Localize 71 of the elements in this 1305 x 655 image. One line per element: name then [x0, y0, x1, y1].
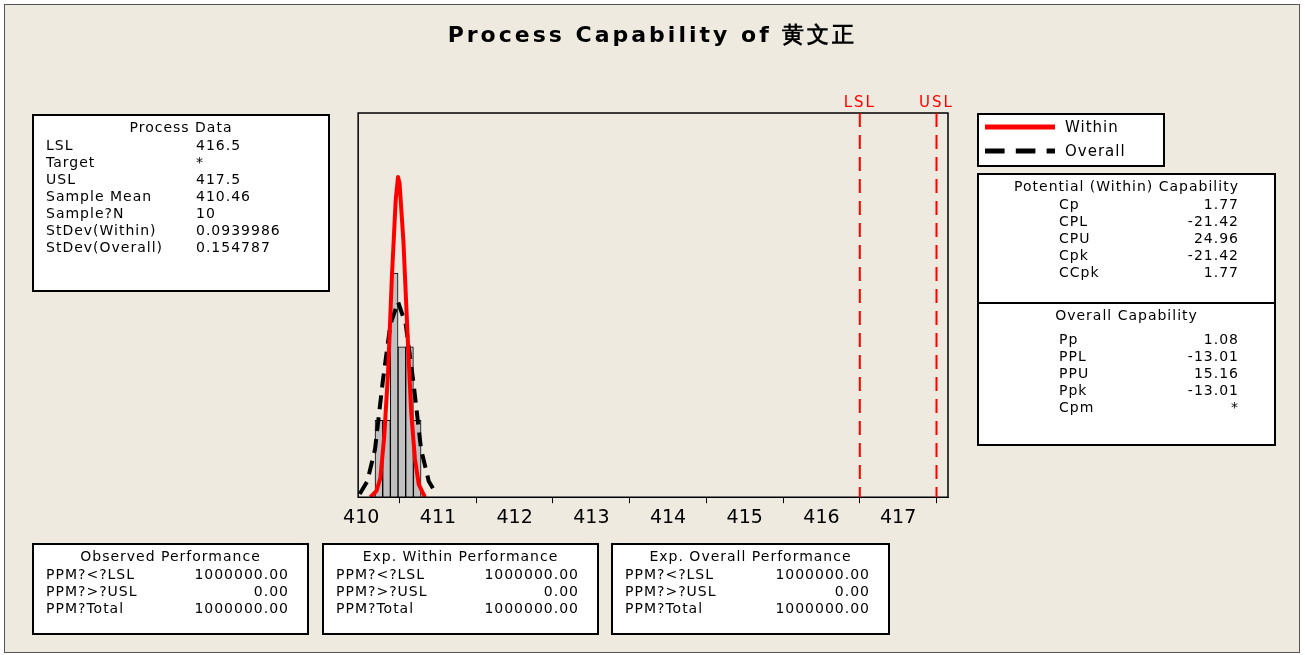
text: CPU [1059, 230, 1092, 246]
text: 1000000.00 [483, 566, 579, 582]
x-tick-label: 410 [343, 504, 380, 527]
text: -13.01 [1186, 382, 1239, 398]
text: CCpk [1059, 264, 1101, 280]
text: 1.77 [1202, 264, 1239, 280]
text: -21.42 [1186, 247, 1239, 263]
legend-label: Within [1065, 118, 1119, 136]
text: * [196, 154, 205, 170]
text: 1000000.00 [774, 600, 870, 616]
x-tick-label: 413 [573, 504, 610, 527]
ref-line-label: LSL [843, 93, 876, 112]
text: PPM?>?USL [46, 583, 139, 599]
text: 0.00 [542, 583, 579, 599]
text: Sample?N [46, 205, 126, 221]
text: PPM?<?LSL [46, 566, 137, 582]
chart-title: Process Capability of 黄文正 [446, 21, 859, 49]
text: PPM?Total [336, 600, 416, 616]
legend-label: Overall [1065, 142, 1126, 160]
text: PPM?>?USL [625, 583, 718, 599]
text: PPM?<?LSL [625, 566, 716, 582]
text: 417.5 [196, 171, 243, 187]
text: -13.01 [1186, 348, 1239, 364]
text: 0.0939986 [196, 222, 282, 238]
text: 15.16 [1192, 365, 1239, 381]
text: PPM?Total [46, 600, 126, 616]
text: 1.77 [1202, 196, 1239, 212]
text: 0.00 [833, 583, 870, 599]
ref-line-label: USL [919, 93, 954, 112]
x-tick-label: 415 [726, 504, 763, 527]
text: USL [46, 171, 77, 187]
text: PPM?>?USL [336, 583, 429, 599]
x-tick-label: 416 [803, 504, 840, 527]
text: Cpk [1059, 247, 1090, 263]
text: StDev(Overall) [46, 239, 164, 255]
text: PPU [1059, 365, 1091, 381]
x-tick-label: 411 [419, 504, 457, 527]
text: LSL [46, 137, 75, 153]
text: 416.5 [196, 137, 243, 153]
text: PPL [1059, 348, 1088, 364]
x-tick-label: 414 [649, 504, 687, 527]
text: Ppk [1059, 382, 1089, 398]
x-tick-label: 417 [880, 504, 917, 527]
text: Cp [1059, 196, 1081, 212]
text: 0.00 [252, 583, 289, 599]
text: 24.96 [1192, 230, 1239, 246]
text: Exp. Overall Performance [648, 548, 853, 564]
text: 410.46 [196, 188, 252, 204]
text: Potential (Within) Capability [1013, 178, 1240, 194]
text: -21.42 [1186, 213, 1239, 229]
text: 1000000.00 [774, 566, 870, 582]
text: 1000000.00 [193, 566, 289, 582]
text: StDev(Within) [46, 222, 158, 238]
text: Observed Performance [79, 548, 262, 564]
text: Exp. Within Performance [361, 548, 560, 564]
text: Cpm [1059, 399, 1096, 415]
text: Pp [1059, 331, 1080, 347]
text: 10 [196, 205, 217, 221]
text: 1.08 [1202, 331, 1239, 347]
text: CPL [1059, 213, 1090, 229]
text: PPM?<?LSL [336, 566, 427, 582]
text: Process Data [128, 119, 234, 135]
text: PPM?Total [625, 600, 705, 616]
x-tick-label: 412 [496, 504, 533, 527]
text: 1000000.00 [483, 600, 579, 616]
text: 1000000.00 [193, 600, 289, 616]
text: Target [46, 154, 97, 170]
text: Sample Mean [46, 188, 154, 204]
text: 0.154787 [196, 239, 272, 255]
text: * [1230, 399, 1239, 415]
text: Overall Capability [1054, 307, 1199, 323]
